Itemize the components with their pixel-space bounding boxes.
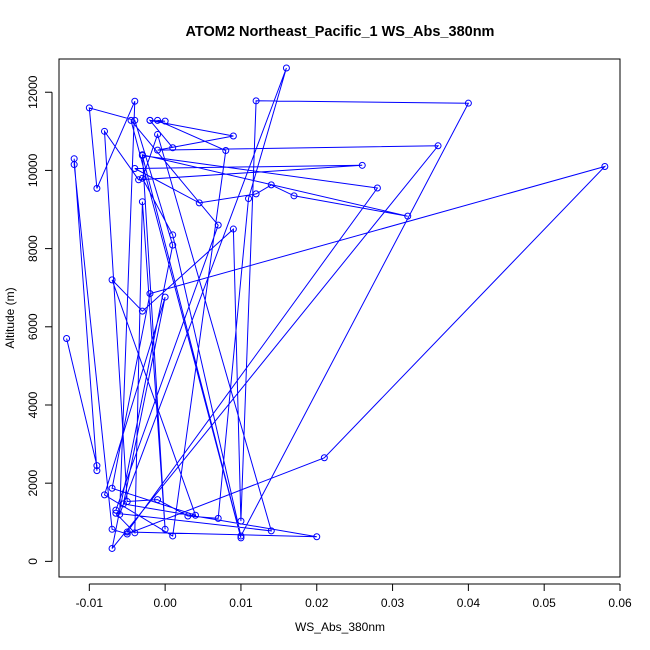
data-point <box>112 509 120 517</box>
data-point <box>70 161 78 169</box>
data-point <box>237 532 245 540</box>
data-point <box>135 176 143 184</box>
data-point <box>108 484 116 492</box>
data-point <box>154 496 162 504</box>
y-tick-label: 0 <box>26 558 40 565</box>
data-point <box>112 506 120 514</box>
data-point <box>229 225 237 233</box>
data-point <box>169 241 177 249</box>
y-tick-label: 8000 <box>26 235 40 262</box>
x-tick-label: 0.00 <box>153 596 177 610</box>
data-point <box>184 512 192 520</box>
series-line <box>66 67 607 549</box>
data-point <box>154 116 162 124</box>
data-point <box>169 532 177 540</box>
data-point <box>320 454 328 462</box>
data-point <box>252 97 260 105</box>
data-point <box>267 527 275 535</box>
x-tick-label: 0.06 <box>608 596 632 610</box>
data-point <box>100 127 108 135</box>
data-point <box>131 97 139 105</box>
data-point <box>214 221 222 229</box>
y-tick-label: 2000 <box>26 470 40 497</box>
data-point <box>138 174 146 182</box>
data-point <box>237 534 245 542</box>
x-tick-label: 0.03 <box>381 596 405 610</box>
data-point <box>138 307 146 315</box>
data-point <box>154 146 162 154</box>
data-point <box>161 293 169 301</box>
x-tick-label: 0.02 <box>305 596 329 610</box>
data-point <box>116 510 124 518</box>
data-point <box>123 530 131 538</box>
data-point <box>63 335 71 343</box>
y-tick-label: 10000 <box>26 153 40 187</box>
data-point <box>237 517 245 525</box>
data-point <box>195 199 203 207</box>
data-point <box>169 144 177 152</box>
data-point <box>222 146 230 154</box>
data-point <box>464 99 472 107</box>
data-point <box>161 525 169 533</box>
data-point <box>93 462 101 470</box>
data-point <box>161 117 169 125</box>
data-point <box>290 192 298 200</box>
data-point <box>169 231 177 239</box>
data-point <box>282 64 290 72</box>
data-point <box>313 533 321 541</box>
data-point <box>434 142 442 150</box>
data-point <box>373 184 381 192</box>
data-point <box>131 529 139 537</box>
data-point <box>154 130 162 138</box>
data-point <box>131 116 139 124</box>
series-points <box>63 64 609 552</box>
x-axis-label: WS_Abs_380nm <box>295 620 385 634</box>
y-tick-label: 6000 <box>26 313 40 340</box>
data-point <box>138 152 146 160</box>
data-point <box>123 528 131 536</box>
data-point <box>358 161 366 169</box>
x-axis: -0.01 0.00 0.01 0.02 0.03 0.04 0.05 0.06 <box>76 583 632 610</box>
data-point <box>601 163 609 171</box>
y-tick-label: 12000 <box>26 75 40 109</box>
data-point <box>191 511 199 519</box>
x-tick-label: 0.04 <box>457 596 481 610</box>
data-point <box>252 190 260 198</box>
data-point <box>214 514 222 522</box>
plot-frame <box>58 58 621 578</box>
data-point <box>108 544 116 552</box>
data-point <box>100 491 108 499</box>
y-tick-label: 4000 <box>26 391 40 418</box>
data-point <box>404 212 412 220</box>
data-point <box>245 195 253 203</box>
data-point <box>138 198 146 206</box>
data-point <box>131 164 139 172</box>
x-tick-label: 0.01 <box>229 596 253 610</box>
chart-title: ATOM2 Northeast_Pacific_1 WS_Abs_380nm <box>186 24 495 40</box>
series-path <box>66 67 607 549</box>
data-point <box>229 132 237 140</box>
data-point <box>119 500 127 508</box>
data-point <box>127 116 135 124</box>
x-tick-label: -0.01 <box>76 596 104 610</box>
x-tick-label: 0.05 <box>533 596 557 610</box>
data-point <box>108 276 116 284</box>
data-point <box>93 184 101 192</box>
data-point <box>146 116 154 124</box>
data-point <box>267 181 275 189</box>
data-point <box>108 525 116 533</box>
y-axis: 0 2000 4000 6000 8000 10000 12000 <box>26 75 53 565</box>
data-point <box>146 290 154 298</box>
y-axis-label: Altitude (m) <box>3 287 17 348</box>
data-point <box>93 467 101 475</box>
data-point <box>123 498 131 506</box>
data-point <box>85 104 93 112</box>
